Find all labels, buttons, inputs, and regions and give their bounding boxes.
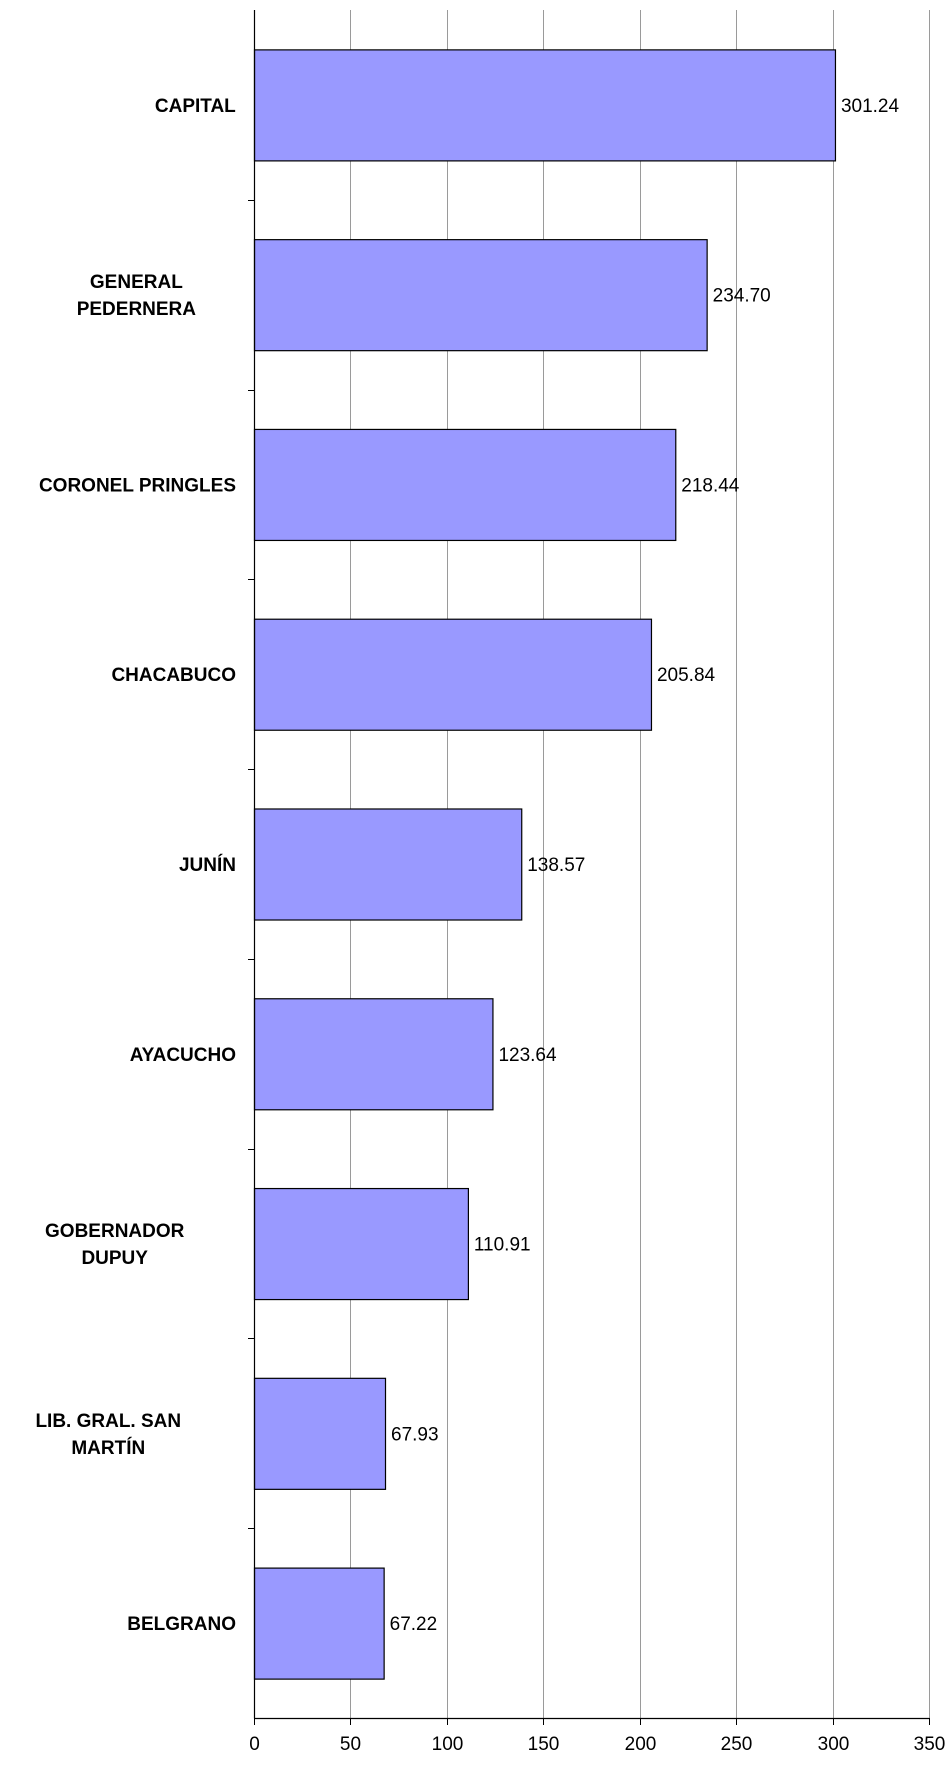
- bar-2: [253, 428, 677, 542]
- data-label-5: 123.64: [498, 1045, 557, 1066]
- bar-8: [253, 1567, 385, 1680]
- category-label-0: CAPITAL: [155, 96, 236, 117]
- bar-6: [253, 1187, 469, 1301]
- bar-4: [253, 808, 523, 921]
- data-label-3: 205.84: [657, 665, 716, 686]
- bar-5: [253, 998, 494, 1111]
- category-labels: CAPITAL GENERAL PEDERNERA CORONEL PRINGLES C…: [35, 96, 236, 1635]
- x-tick-label-50: 50: [340, 1734, 361, 1755]
- data-label-7: 67.93: [391, 1424, 439, 1445]
- category-label-1: GENERAL PEDERNERA: [77, 272, 197, 320]
- data-label-0: 301.24: [841, 96, 900, 117]
- x-tick-label-350: 350: [914, 1734, 946, 1755]
- data-label-1: 234.70: [713, 286, 771, 307]
- bar-7: [253, 1377, 387, 1490]
- bar-1: [253, 239, 708, 352]
- x-tick-label-0: 0: [249, 1734, 260, 1755]
- x-tick-label-200: 200: [625, 1734, 657, 1755]
- category-label-5: AYACUCHO: [130, 1045, 236, 1066]
- bar-0: [253, 49, 837, 162]
- x-tick-label-150: 150: [528, 1734, 560, 1755]
- x-tick-label-300: 300: [818, 1734, 850, 1755]
- bars: [253, 49, 837, 1680]
- data-labels: 301.24 234.70 218.44 205.84 138.57 123.64 110.…: [390, 96, 900, 1635]
- category-label-8: BELGRANO: [127, 1614, 236, 1635]
- data-label-4: 138.57: [527, 855, 585, 876]
- data-label-2: 218.44: [681, 475, 740, 496]
- x-tick-label-100: 100: [432, 1734, 464, 1755]
- category-label-2: CORONEL PRINGLES: [39, 475, 236, 496]
- bar-3: [253, 618, 653, 731]
- category-label-3: CHACABUCO: [111, 665, 236, 686]
- x-tick-label-250: 250: [721, 1734, 753, 1755]
- axes: [248, 10, 930, 1725]
- data-label-6: 110.91: [474, 1235, 531, 1256]
- category-label-6: GOBERNADOR DUPUY: [45, 1221, 185, 1269]
- category-label-4: JUNÍN: [179, 854, 236, 876]
- category-label-7: LIB. GRAL. SAN MARTÍN: [35, 1411, 181, 1459]
- data-label-8: 67.22: [390, 1614, 438, 1635]
- x-tick-labels: 0 50 100 150 200 250 300 350: [249, 1734, 945, 1755]
